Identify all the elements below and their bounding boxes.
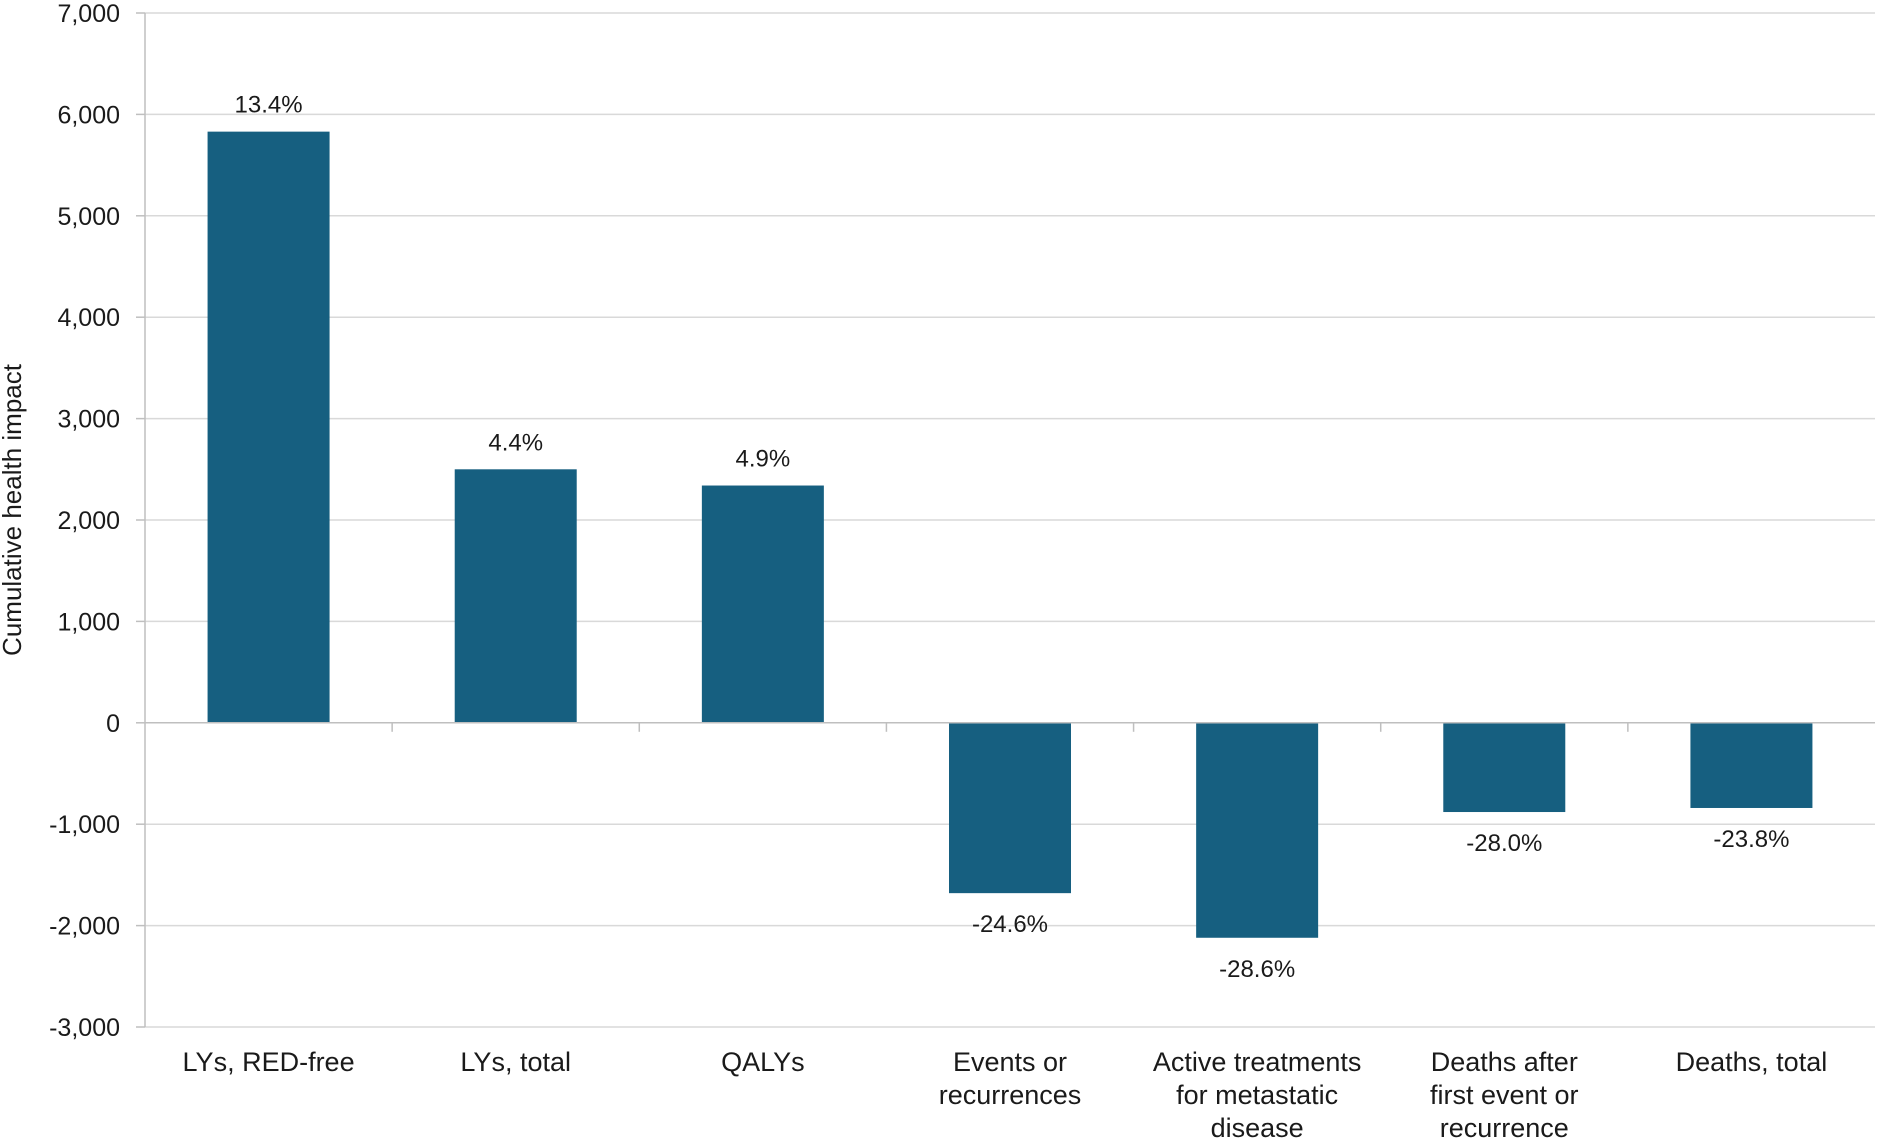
category-label: QALYs xyxy=(721,1047,805,1077)
y-tick-label: -1,000 xyxy=(49,811,120,839)
category-label: Events or recurrences xyxy=(939,1047,1082,1110)
data-label: 13.4% xyxy=(235,92,303,119)
data-label: -24.6% xyxy=(972,911,1048,938)
category-label: Deaths, total xyxy=(1676,1047,1828,1077)
y-tick-label: -3,000 xyxy=(49,1014,120,1042)
y-tick-label: 7,000 xyxy=(57,0,120,28)
bar xyxy=(1443,722,1566,813)
data-label: 4.4% xyxy=(488,429,543,456)
bar xyxy=(949,722,1071,894)
data-label: -28.0% xyxy=(1466,830,1542,857)
y-axis-tick-labels: -3,000 -2,000 -1,000 0 1,000 2,000 3,000 4,000 5… xyxy=(49,0,145,1042)
y-axis-title: Cumulative health impact xyxy=(0,363,27,656)
y-tick-label: 6,000 xyxy=(57,101,120,129)
y-tick-label: 5,000 xyxy=(57,203,120,231)
gridlines xyxy=(145,12,1875,1028)
category-label: LYs, total xyxy=(460,1047,571,1077)
y-tick-label: 3,000 xyxy=(57,406,120,434)
y-tick-label: 1,000 xyxy=(57,608,120,636)
category-label: LYs, RED-free xyxy=(183,1047,355,1077)
bar xyxy=(1690,722,1813,808)
x-axis-category-labels: LYs, RED-free LYs, total QALYs Events or rec… xyxy=(183,1047,1828,1140)
y-tick-label: 0 xyxy=(106,710,120,738)
y-tick-label: 2,000 xyxy=(57,507,120,535)
y-tick-label: -2,000 xyxy=(49,913,120,941)
data-labels: 13.4% 4.4% 4.9% -24.6% -28.6% -28.0% -23.8% xyxy=(235,92,1790,983)
data-label: -28.6% xyxy=(1219,956,1295,983)
bar xyxy=(1196,722,1319,938)
bar xyxy=(701,485,824,723)
data-label: 4.9% xyxy=(736,446,791,473)
bar xyxy=(454,469,577,723)
axes xyxy=(144,13,1875,1027)
data-label: -23.8% xyxy=(1713,826,1789,853)
y-tick-label: 4,000 xyxy=(57,304,120,332)
bar xyxy=(207,131,330,723)
category-label: Deaths after first event or recurrence xyxy=(1430,1047,1579,1140)
bars xyxy=(207,131,1813,938)
category-label: Active treatments for metastatic disease xyxy=(1153,1047,1362,1140)
